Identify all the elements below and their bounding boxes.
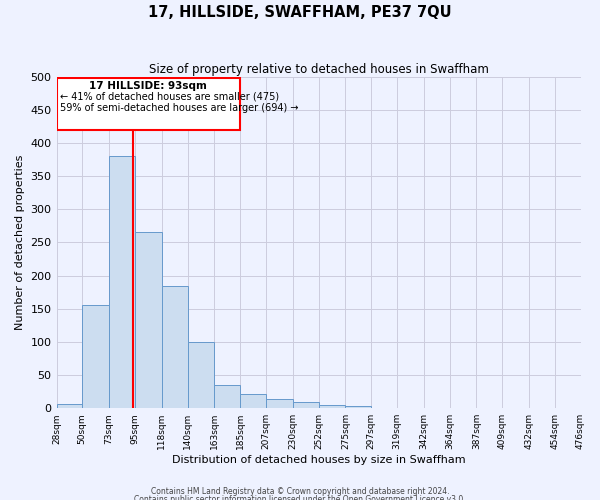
Bar	[135, 232, 162, 408]
X-axis label: Distribution of detached houses by size in Swaffham: Distribution of detached houses by size …	[172, 455, 466, 465]
Bar	[214, 385, 240, 408]
Bar	[319, 405, 346, 408]
Bar	[240, 394, 266, 408]
Y-axis label: Number of detached properties: Number of detached properties	[15, 155, 25, 330]
Title: Size of property relative to detached houses in Swaffham: Size of property relative to detached ho…	[149, 62, 488, 76]
Bar	[346, 406, 371, 408]
Bar	[162, 286, 188, 408]
Bar	[293, 402, 319, 408]
Text: 17 HILLSIDE: 93sqm: 17 HILLSIDE: 93sqm	[89, 80, 207, 90]
FancyBboxPatch shape	[56, 78, 240, 130]
Text: Contains HM Land Registry data © Crown copyright and database right 2024.: Contains HM Land Registry data © Crown c…	[151, 487, 449, 496]
Text: ← 41% of detached houses are smaller (475): ← 41% of detached houses are smaller (47…	[60, 92, 279, 102]
Bar	[188, 342, 214, 408]
Text: Contains public sector information licensed under the Open Government Licence v3: Contains public sector information licen…	[134, 495, 466, 500]
Text: 59% of semi-detached houses are larger (694) →: 59% of semi-detached houses are larger (…	[60, 103, 299, 113]
Bar	[109, 156, 135, 408]
Bar	[82, 306, 109, 408]
Text: 17, HILLSIDE, SWAFFHAM, PE37 7QU: 17, HILLSIDE, SWAFFHAM, PE37 7QU	[148, 5, 452, 20]
Bar	[266, 399, 293, 408]
Bar	[56, 404, 82, 408]
